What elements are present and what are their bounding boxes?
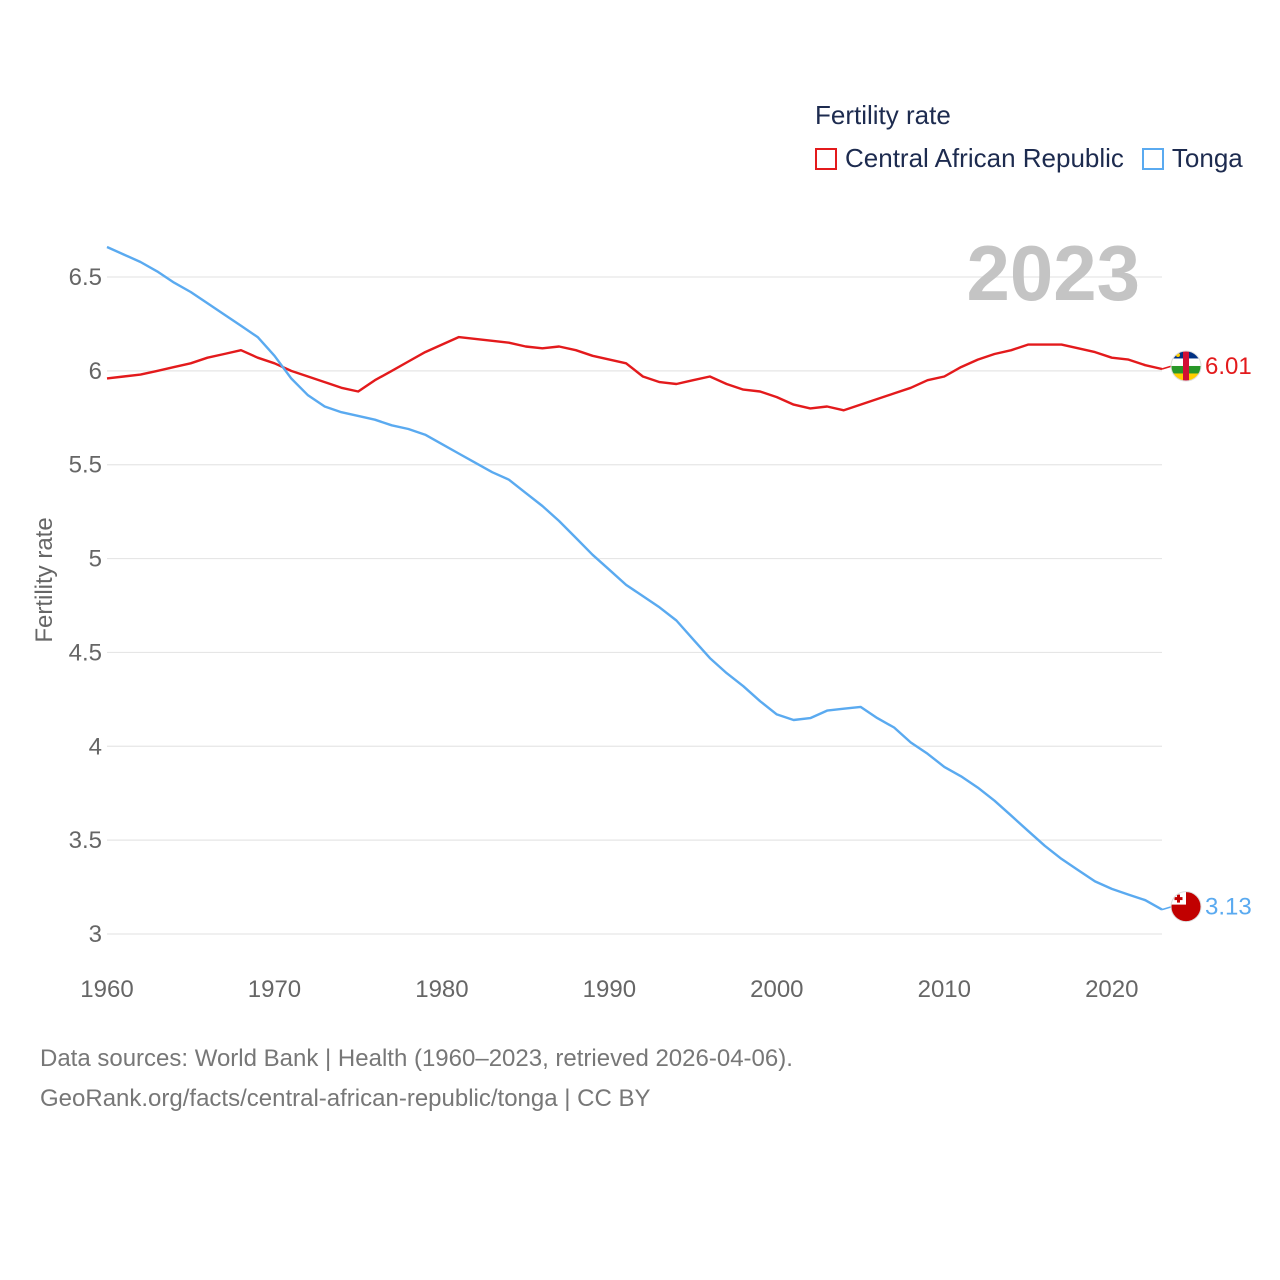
- end-markers: 6.01 3.13: [1161, 350, 1252, 923]
- y-tick-label: 4: [89, 733, 102, 760]
- end-value-label: 6.01: [1205, 353, 1252, 380]
- series-line-central-african-republic: [106, 335, 1163, 412]
- legend-label-central-african-republic: Central African Republic: [845, 143, 1124, 173]
- x-tick-label: 1990: [583, 976, 636, 1003]
- grid-lines: [107, 276, 1162, 935]
- legend-swatch-central-african-republic: [815, 147, 837, 170]
- x-tick-label: 1960: [80, 976, 133, 1003]
- legend-title: Fertility rate: [815, 100, 951, 130]
- legend-item-central-african-republic[interactable]: Central African Republic: [815, 143, 1124, 174]
- footer-data-sources: Data sources: World Bank | Health (1960–…: [40, 1045, 793, 1072]
- y-tick-label: 6.5: [69, 264, 102, 291]
- legend-swatch-tonga: [1141, 147, 1164, 170]
- y-tick-label: 5.5: [69, 452, 102, 479]
- x-tick-label: 2010: [918, 976, 971, 1003]
- series-line-tonga: [106, 245, 1163, 911]
- x-tick-label: 1980: [415, 976, 468, 1003]
- end-connector: [1161, 905, 1173, 911]
- y-tick-label: 4.5: [69, 639, 102, 666]
- x-tick-label: 2020: [1085, 976, 1138, 1003]
- legend: Central African Republic Tonga: [815, 143, 1261, 174]
- tonga-flag: [1170, 891, 1202, 923]
- x-tick-label: 2000: [750, 976, 803, 1003]
- x-tick-label: 1970: [248, 976, 301, 1003]
- legend-item-tonga[interactable]: Tonga: [1141, 143, 1243, 174]
- y-axis-label: Fertility rate: [31, 517, 58, 642]
- end-value-label: 3.13: [1205, 894, 1252, 921]
- footer-attribution-link[interactable]: GeoRank.org/facts/central-african-republ…: [40, 1085, 651, 1112]
- y-tick-label: 5: [89, 546, 102, 573]
- y-axis-ticks: 3 3.5 4 4.5 5 5.5 6 6.5: [69, 264, 102, 948]
- series-lines: [106, 245, 1163, 911]
- y-tick-label: 3.5: [69, 827, 102, 854]
- year-label: 2023: [966, 229, 1140, 317]
- end-connector: [1161, 365, 1173, 370]
- y-tick-label: 3: [89, 921, 102, 948]
- y-tick-label: 6: [89, 358, 102, 385]
- x-axis-ticks: 1960 1970 1980 1990 2000 2010 2020: [80, 976, 1138, 1003]
- central-african-republic-flag: [1170, 350, 1202, 382]
- legend-label-tonga: Tonga: [1171, 143, 1243, 173]
